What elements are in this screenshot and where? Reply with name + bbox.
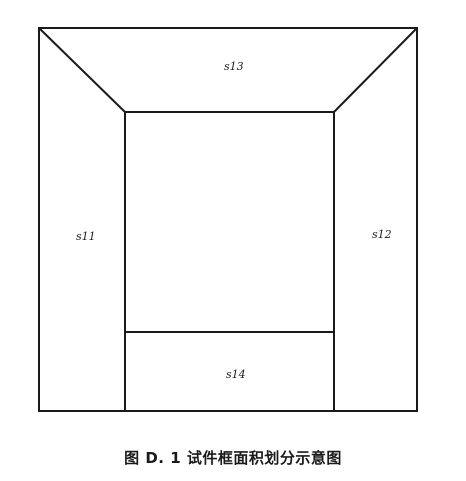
diagonal-top-left: [38, 27, 126, 113]
diagonal-top-right: [333, 27, 418, 113]
region-label-s11: s11: [76, 230, 96, 243]
region-label-s13: s13: [224, 60, 244, 73]
inner-opening-border: [124, 111, 335, 412]
region-label-s14: s14: [226, 368, 246, 381]
figure-caption: 图 D. 1 试件框面积划分示意图: [124, 449, 342, 467]
region-label-s12: s12: [372, 228, 392, 241]
